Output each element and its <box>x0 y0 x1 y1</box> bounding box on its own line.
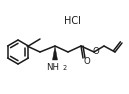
Text: 2: 2 <box>62 66 67 72</box>
Polygon shape <box>53 46 58 60</box>
Text: O: O <box>93 47 99 56</box>
Text: HCl: HCl <box>64 16 80 26</box>
Text: O: O <box>84 56 90 66</box>
Text: NH: NH <box>46 63 59 72</box>
